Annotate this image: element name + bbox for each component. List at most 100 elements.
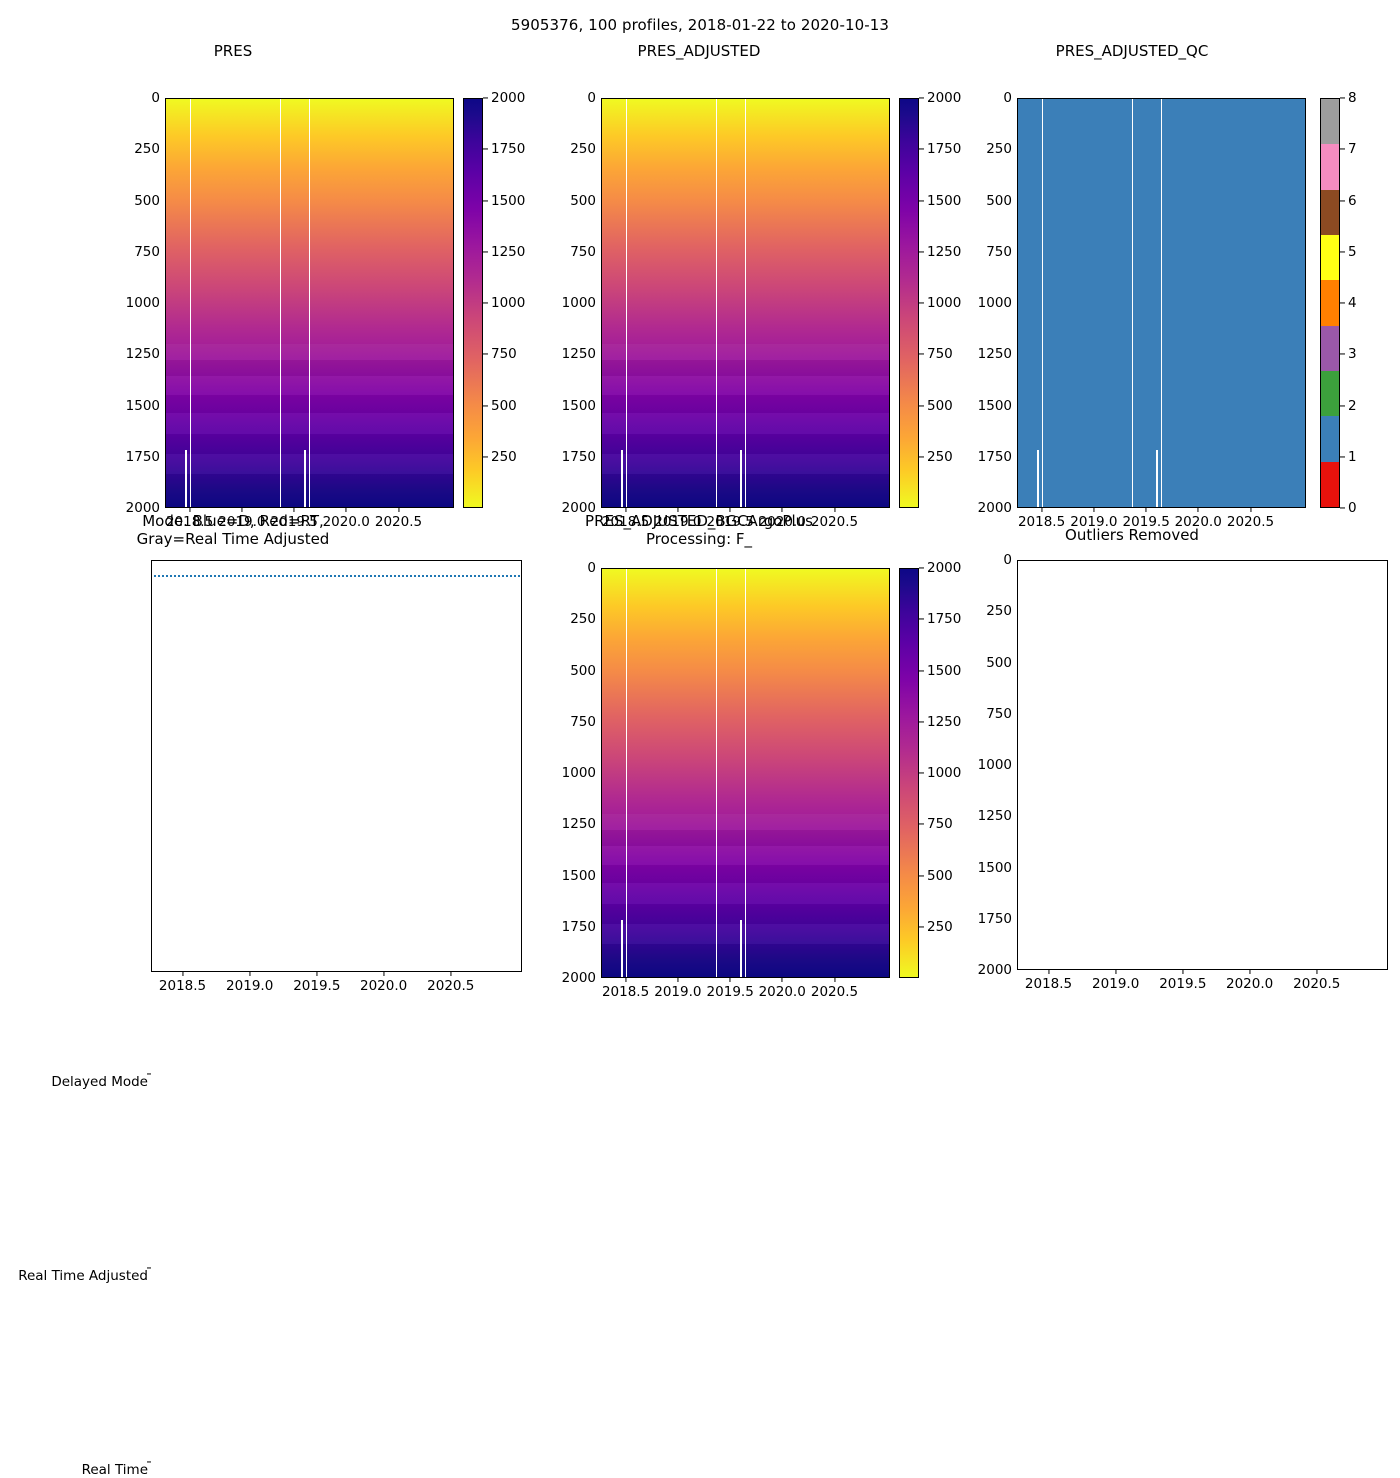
panel-outliers-removed: Outliers Removed 0 250 500 750 1000 1250… [932,508,1400,998]
ytick-label: 0 [587,560,596,576]
ytick-label: 750 [986,705,1012,722]
panel-pres-adjusted: PRES_ADJUSTED 0 250 500 750 1000 1250 15… [466,38,962,530]
qc-color-band-7 [1321,144,1339,190]
xtick-label: 2018.5 [601,984,650,1000]
ytick-label: 1000 [977,295,1012,311]
xtick-label: 2020.0 [758,984,806,1000]
ytick-label-delayed-mode: Delayed Mode [51,1074,148,1090]
qc-tick-label: 3 [1348,346,1357,363]
xtick-label: 2019.5 [706,514,754,530]
cbar-tick-label: 1750 [927,611,962,628]
panel-qc-axes[interactable] [1017,98,1306,508]
pres-adjusted-colorbar-ticks: 2000 1750 1500 1250 1000 750 500 250 [919,90,979,508]
cbar-tick-label: 2000 [927,560,962,576]
pres-heatmap [166,99,453,507]
missing-profile-gap [716,99,718,507]
panel-qc-yaxis: 0 250 500 750 1000 1250 1500 1750 2000 [912,90,1012,516]
ytick-label: 250 [986,141,1012,158]
bgcargoplus-colorbar[interactable] [899,568,919,978]
cbar-tick-label: 750 [927,346,953,363]
ytick-label: 1000 [977,757,1012,773]
figure-suptitle: 5905376, 100 profiles, 2018-01-22 to 202… [510,16,890,34]
ytick-label: 500 [986,192,1012,209]
short-profile-gap [184,449,187,507]
missing-profile-gap [1160,99,1162,507]
panel-bgcargoplus-axes[interactable] [601,568,890,978]
panel-pres-adjusted-xaxis: 2018.5 2019.0 2019.5 2020.0 2020.5 [601,508,890,532]
xtick-label: 2020.5 [1226,514,1275,530]
qc-color-band-4 [1321,280,1339,326]
ytick-label: 1000 [561,295,596,311]
qc-color-band-0 [1321,461,1339,507]
ytick-label: 2000 [125,500,160,516]
cbar-tick-label: 750 [927,816,953,833]
ytick-label: 500 [570,662,596,679]
ytick-label: 500 [986,654,1012,671]
pres-adjusted-colorbar[interactable] [899,98,919,508]
ytick-label: 250 [570,141,596,158]
ytick-label: 250 [134,141,160,158]
qc-tick-label: 7 [1348,141,1357,158]
xtick-label: 2020.0 [758,514,806,530]
short-profile-gap [740,919,742,977]
ytick-label: 1750 [561,918,596,935]
matplotlib-figure: 5905376, 100 profiles, 2018-01-22 to 202… [0,16,1400,1478]
ytick-label: 750 [570,243,596,260]
pres-adjusted-heatmap [602,99,889,507]
ytick-label-real-time-adjusted: Real Time Adjusted [18,1268,148,1284]
ytick-label: 0 [587,90,596,106]
panel-pres-adjusted-title: PRES_ADJUSTED [637,42,761,60]
xtick-label: 2020.5 [810,984,859,1000]
panel-mode-xaxis: 2018.5 2019.0 2019.5 2020.0 2020.5 [151,972,522,996]
panel-outliers-axes[interactable] [1017,560,1388,970]
panel-pres-title: PRES [213,42,253,60]
ytick-label: 1250 [125,346,160,363]
cbar-tick-label: 1250 [927,243,962,260]
qc-color-band-1 [1321,416,1339,462]
qc-color-band-3 [1321,325,1339,371]
ytick-label: 1250 [977,808,1012,825]
cbar-tick-label: 1750 [491,141,526,158]
ytick-label: 250 [570,611,596,628]
panel-pres-axes[interactable] [165,98,454,508]
cbar-tick-label: 750 [491,346,517,363]
pres-colorbar-ticks: 2000 1750 1500 1250 1000 750 500 250 [483,90,543,508]
qc-colorbar[interactable] [1320,98,1340,508]
xtick-label: 2020.5 [1293,976,1341,992]
panel-mode-axes[interactable] [151,560,522,972]
ytick-label: 0 [1003,552,1012,568]
panel-pres-xaxis: 2018.5 2019.0 2019.5 2020.0 2020.5 [165,508,454,532]
qc-tick-label: 0 [1348,500,1357,516]
ytick-label: 1750 [977,910,1012,927]
bgcargoplus-heatmap [602,569,889,977]
xtick-label: 2018.5 [601,514,650,530]
missing-profile-gap [744,569,746,977]
missing-profile-gap [280,99,282,507]
panel-outliers-removed-title: Outliers Removed [1065,526,1199,544]
qc-tick-label: 6 [1348,192,1357,209]
panel-mode-yaxis: Delayed Mode Real Time Adjusted Real Tim… [0,1068,148,1478]
cbar-tick-label: 1500 [491,192,526,209]
xtick-label: 2020.5 [810,514,859,530]
cbar-tick-label: 250 [491,448,517,465]
panel-pres-adjusted-axes[interactable] [601,98,890,508]
xtick-label: 2019.0 [654,984,702,1000]
missing-profile-gap [716,569,718,977]
panel-bgcargoplus-title: PRES_ADJUSTED_BGCArgoPlus Processing: F_ [585,512,813,548]
pres-colorbar[interactable] [463,98,483,508]
panel-pres: PRES 0 250 500 750 1000 1250 1500 1750 2… [0,38,526,530]
xtick-label: 2020.0 [322,514,370,530]
cbar-tick-label: 2000 [491,90,526,106]
ytick-label: 0 [151,90,160,106]
cbar-tick-label: 500 [927,397,953,414]
short-profile-gap [1036,449,1039,507]
xtick-label: 2018.5 [1024,976,1073,992]
cbar-tick-label: 1000 [927,765,962,781]
panel-pres-adjusted-qc: PRES_ADJUSTED_QC 0 250 500 750 1000 1250… [932,38,1400,530]
ytick-label: 1250 [561,346,596,363]
qc-tick-label: 8 [1348,90,1357,106]
xtick-label: 2020.5 [427,978,475,994]
cbar-tick-label: 500 [491,397,517,414]
qc-tick-label: 4 [1348,295,1357,311]
ytick-label: 500 [134,192,160,209]
